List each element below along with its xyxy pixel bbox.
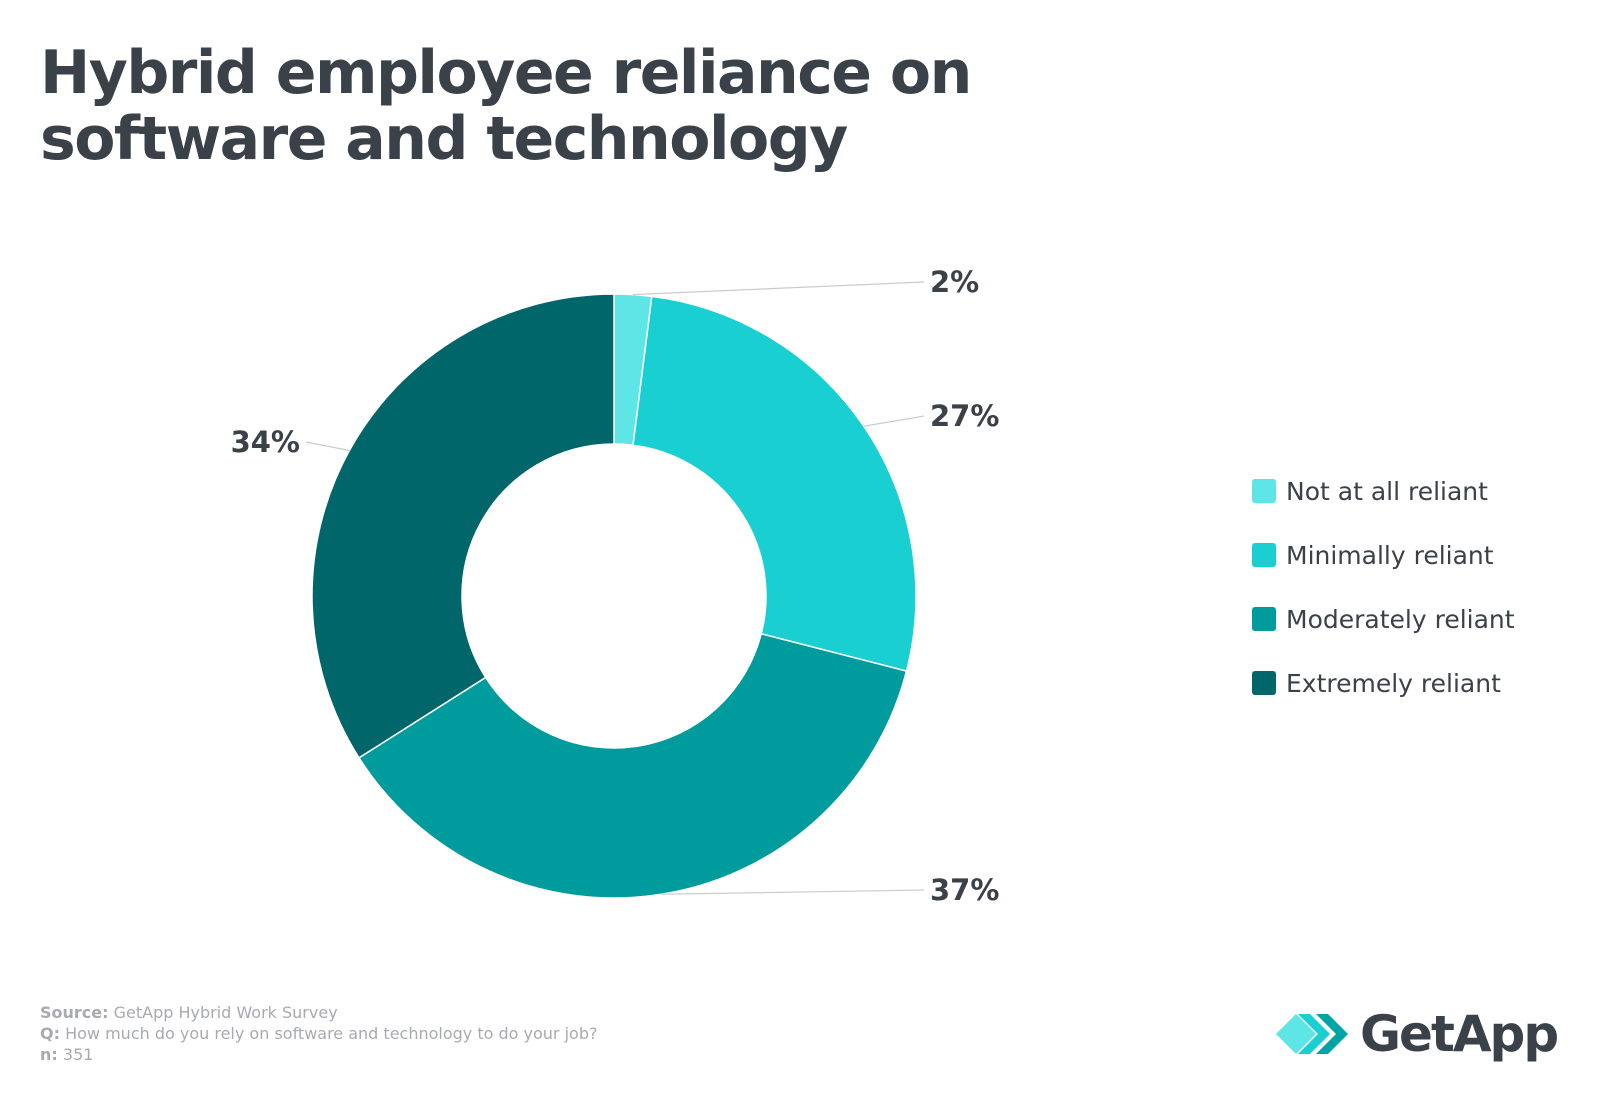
data-label: 27% (930, 399, 999, 433)
legend-label: Moderately reliant (1286, 604, 1515, 634)
leader-line (632, 281, 925, 296)
source-label: Source: (40, 1003, 109, 1022)
getapp-chevrons-icon (1276, 1014, 1348, 1054)
legend-swatch (1252, 543, 1276, 567)
leader-line (305, 441, 350, 452)
leader-line (661, 889, 925, 895)
sample-size-label: n: (40, 1045, 58, 1064)
source-notes: Source: GetApp Hybrid Work Survey Q: How… (40, 1002, 597, 1065)
data-labels: 2% 27% 37% 34% (231, 265, 1000, 907)
logo-chevron-1 (1276, 1014, 1316, 1054)
chart-title-line-1: Hybrid employee reliance on (40, 38, 972, 108)
legend-item-extremely-reliant: Extremely reliant (1252, 668, 1515, 698)
legend-label: Extremely reliant (1286, 668, 1501, 698)
data-label: 34% (231, 425, 300, 459)
sample-size-line: n: 351 (40, 1044, 597, 1065)
chart-legend: Not at all reliant Minimally reliant Mod… (1252, 476, 1515, 734)
question-line: Q: How much do you rely on software and … (40, 1023, 597, 1044)
donut-slices (311, 293, 917, 899)
legend-label: Not at all reliant (1286, 476, 1488, 506)
chart-title-line-2: software and technology (40, 104, 848, 174)
legend-item-moderately-reliant: Moderately reliant (1252, 604, 1515, 634)
data-label: 2% (930, 265, 979, 299)
logo-chevron-2 (1298, 1014, 1330, 1054)
label-leader-lines (305, 281, 925, 895)
question-text: How much do you rely on software and tec… (65, 1024, 598, 1043)
donut-slice-moderately-reliant (357, 632, 908, 899)
legend-swatch (1252, 479, 1276, 503)
donut-chart: 2% 27% 37% 34% (231, 265, 1000, 907)
legend-item-not-at-all-reliant: Not at all reliant (1252, 476, 1515, 506)
donut-slice-extremely-reliant (311, 293, 615, 759)
legend-item-minimally-reliant: Minimally reliant (1252, 540, 1515, 570)
question-label: Q: (40, 1024, 60, 1043)
logo-chevron-3 (1316, 1014, 1348, 1054)
donut-slice-minimally-reliant (632, 295, 917, 673)
source-line: Source: GetApp Hybrid Work Survey (40, 1002, 597, 1023)
data-label: 37% (930, 873, 999, 907)
chart-title: Hybrid employee reliance on software and… (40, 40, 1040, 172)
legend-swatch (1252, 671, 1276, 695)
legend-swatch (1252, 607, 1276, 631)
legend-label: Minimally reliant (1286, 540, 1494, 570)
sample-size-text: 351 (62, 1045, 94, 1064)
getapp-logo: GetApp (1276, 1004, 1559, 1064)
leader-line (863, 415, 925, 427)
logo-text: GetApp (1360, 1005, 1559, 1063)
source-text: GetApp Hybrid Work Survey (113, 1003, 338, 1022)
